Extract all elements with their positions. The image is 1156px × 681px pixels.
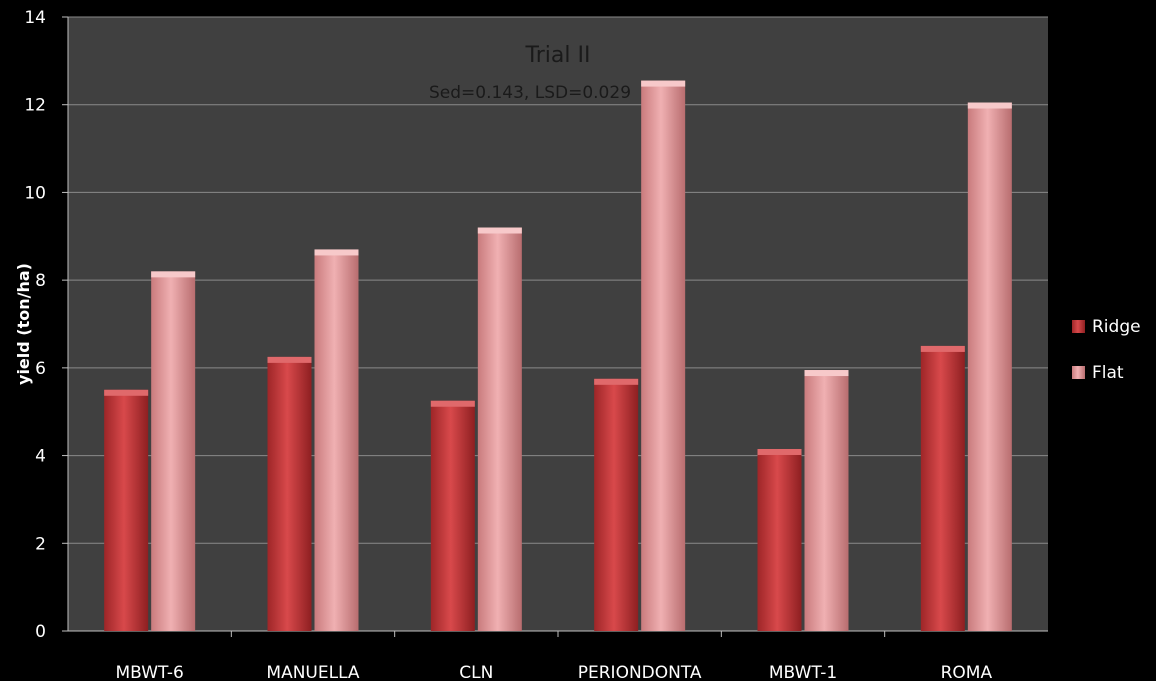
legend-label-ridge: Ridge [1092, 317, 1141, 337]
bar-top-bevel [477, 227, 522, 234]
bar-top-bevel [104, 389, 149, 396]
bar-top-bevel [967, 102, 1012, 109]
category-label: MBWT-6 [116, 663, 184, 681]
bar-top-bevel [757, 448, 802, 455]
plot-area [68, 17, 1048, 631]
legend-swatch-flat [1072, 366, 1085, 379]
bar-ridge-cln [430, 400, 475, 631]
category-label: MANUELLA [266, 663, 360, 681]
bar-top-bevel [594, 378, 639, 385]
bar-ridge-mbwt-1 [757, 448, 802, 631]
x-tick-labels: MBWT-6 MANUELLA CLN PERIONDONTA MBWT-1 ROMA [116, 663, 993, 681]
category-label: ROMA [941, 663, 993, 681]
chart-subtitle: Sed=0.143, LSD=0.029 [429, 83, 631, 103]
bar-flat-manuella [314, 249, 359, 631]
bar-flat-cln [477, 227, 522, 631]
category-label: MBWT-1 [769, 663, 837, 681]
bar-top-bevel [151, 271, 196, 278]
bar-ridge-manuella [267, 356, 312, 631]
bar-top-bevel [314, 249, 359, 256]
y-tick-label: 10 [24, 183, 46, 203]
bar-ridge-mbwt-6 [104, 389, 149, 631]
bar-top-bevel [641, 80, 686, 87]
y-tick-label: 6 [35, 359, 46, 379]
bar-ridge-periondonta [594, 378, 639, 631]
y-tick-labels: 0 2 4 6 8 10 12 14 [24, 8, 46, 642]
bar-top-bevel [267, 356, 312, 363]
y-axis-label: yield (ton/ha) [14, 263, 33, 385]
legend-label-flat: Flat [1092, 363, 1124, 383]
y-tick-label: 0 [35, 622, 46, 642]
bar-flat-mbwt-6 [151, 271, 196, 631]
y-tick-label: 2 [35, 534, 46, 554]
category-label: PERIONDONTA [578, 663, 702, 681]
bar-top-bevel [920, 345, 965, 352]
axes [62, 16, 1048, 637]
category-label: CLN [459, 663, 493, 681]
grid-lines [68, 16, 1048, 544]
bar-top-bevel [430, 400, 475, 407]
chart-title: Trial II [525, 43, 591, 68]
y-tick-label: 14 [24, 8, 46, 28]
y-tick-label: 8 [35, 271, 46, 291]
bar-flat-periondonta [641, 80, 686, 632]
bar-top-bevel [804, 370, 849, 377]
y-tick-label: 4 [35, 447, 46, 467]
legend: Ridge Flat [1072, 317, 1141, 383]
legend-swatch-ridge [1072, 320, 1085, 333]
bar-ridge-roma [920, 345, 965, 631]
bar-flat-roma [967, 102, 1012, 632]
y-tick-label: 12 [24, 96, 46, 116]
bar-flat-mbwt-1 [804, 370, 849, 631]
bars [104, 80, 1012, 632]
